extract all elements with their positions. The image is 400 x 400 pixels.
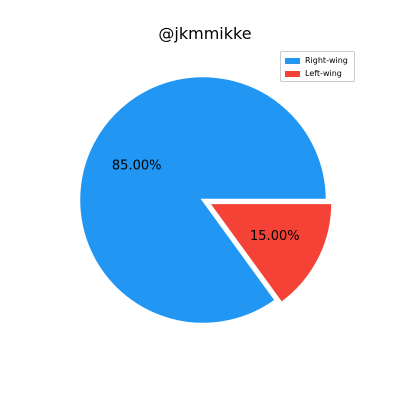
legend-swatch-right-wing <box>285 57 300 64</box>
legend-item-right-wing: Right-wing <box>285 54 350 67</box>
legend-swatch-left-wing <box>285 70 300 77</box>
pie-label-right-wing: 85.00% <box>112 159 162 174</box>
pie-slice-left-wing <box>206 201 334 305</box>
legend-item-left-wing: Left-wing <box>285 67 350 80</box>
pie-slice-right-wing <box>77 74 329 326</box>
legend-label-left-wing: Left-wing <box>305 69 342 78</box>
legend-label-right-wing: Right-wing <box>305 56 348 65</box>
pie-label-left-wing: 15.00% <box>250 229 300 244</box>
legend: Right-wing Left-wing <box>280 51 355 82</box>
chart-title: @jkmmikke <box>158 24 252 43</box>
